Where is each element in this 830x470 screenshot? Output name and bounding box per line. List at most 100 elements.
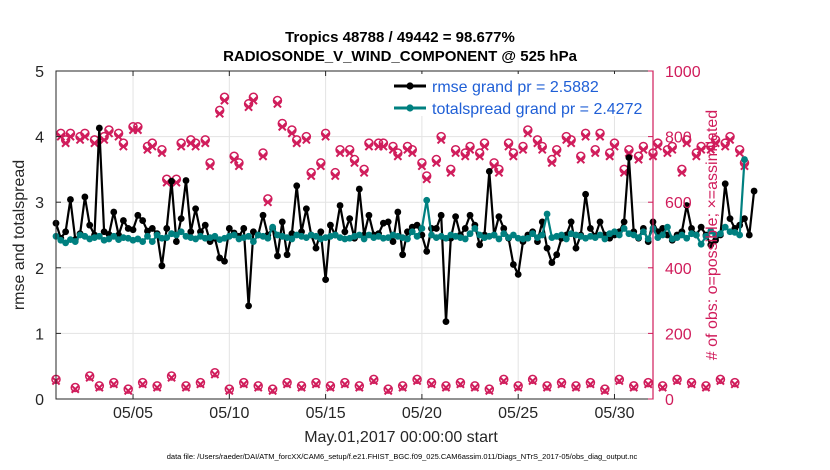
obs-assimilated-point bbox=[340, 379, 350, 389]
totalspread-point bbox=[269, 223, 277, 231]
totalspread-point bbox=[153, 231, 161, 239]
obs-assimilated-point bbox=[663, 148, 672, 158]
obs-assimilated-point bbox=[610, 142, 619, 151]
rmse-point bbox=[259, 211, 267, 219]
rmse-point bbox=[587, 225, 594, 232]
rmse-point bbox=[158, 262, 166, 270]
obs-assimilated-point bbox=[167, 373, 176, 382]
obs-assimilated-point bbox=[701, 383, 711, 392]
totalspread-point bbox=[524, 234, 532, 242]
rmse-point bbox=[394, 208, 402, 216]
obs-assimilated-point bbox=[653, 142, 663, 151]
rmse-point bbox=[302, 205, 310, 213]
axes: 05/05 05/10 05/15 05/20 05/25 05/30 0 1 2 3 4 5 0 200… bbox=[35, 64, 701, 422]
obs-assimilated-point bbox=[383, 386, 393, 396]
obs-assimilated-point bbox=[687, 379, 696, 389]
totalspread-point bbox=[736, 231, 744, 239]
obs-assimilated-point bbox=[658, 383, 667, 392]
obs-count-series bbox=[51, 92, 750, 396]
obs-assimilated-point bbox=[80, 132, 90, 141]
obs-assimilated-point bbox=[716, 376, 725, 386]
rmse-point bbox=[95, 124, 103, 132]
totalspread-point bbox=[635, 234, 642, 242]
totalspread-point bbox=[558, 231, 565, 239]
obs-possible-point bbox=[109, 377, 119, 388]
totalspread-point bbox=[509, 231, 517, 239]
obs-assimilated-point bbox=[277, 122, 287, 132]
totalspread-point bbox=[413, 232, 421, 240]
rmse-point bbox=[249, 228, 257, 236]
totalspread-point bbox=[360, 235, 368, 243]
obs-assimilated-point bbox=[99, 135, 109, 145]
rmse-point bbox=[514, 270, 522, 278]
rmse-point bbox=[476, 241, 484, 249]
obs-assimilated-point bbox=[696, 145, 706, 155]
y-right-tick-label: 800 bbox=[665, 130, 692, 147]
obs-assimilated-point bbox=[509, 151, 518, 161]
totalspread-point bbox=[139, 238, 147, 245]
obs-assimilated-point bbox=[427, 379, 436, 389]
obs-possible-point bbox=[166, 371, 177, 381]
x-tick-label: 05/30 bbox=[594, 405, 634, 422]
obs-possible-point bbox=[397, 381, 408, 391]
rmse-point bbox=[293, 182, 301, 190]
obs-assimilated-point bbox=[321, 132, 330, 141]
obs-assimilated-point bbox=[470, 383, 480, 392]
rmse-point bbox=[148, 225, 156, 232]
rmse-point bbox=[355, 185, 363, 193]
obs-assimilated-point bbox=[273, 99, 282, 109]
obs-assimilated-point bbox=[66, 132, 75, 141]
obs-assimilated-point bbox=[667, 145, 677, 155]
rmse-point bbox=[192, 205, 200, 213]
totalspread-point bbox=[71, 238, 79, 245]
rmse-point bbox=[120, 217, 127, 224]
rmse-point bbox=[399, 251, 407, 259]
chart-title-line2: RADIOSONDE_V_WIND_COMPONENT @ 525 hPa bbox=[223, 48, 578, 65]
obs-assimilated-point bbox=[600, 386, 610, 396]
obs-assimilated-point bbox=[220, 96, 229, 105]
rmse-point bbox=[495, 213, 503, 221]
obs-assimilated-point bbox=[133, 125, 143, 135]
obs-assimilated-point bbox=[706, 145, 716, 155]
obs-possible-point bbox=[137, 377, 148, 388]
x-tick-label: 05/25 bbox=[498, 405, 538, 422]
obs-possible-point bbox=[224, 384, 235, 394]
totalspread-point bbox=[717, 230, 724, 238]
totalspread-point bbox=[264, 234, 272, 242]
obs-assimilated-point bbox=[282, 379, 292, 389]
rmse-point bbox=[712, 236, 719, 244]
obs-possible-point bbox=[195, 377, 206, 388]
obs-assimilated-point bbox=[711, 138, 720, 148]
totalspread-point bbox=[442, 234, 450, 242]
y-left-tick-label: 2 bbox=[35, 261, 44, 278]
obs-possible-point bbox=[253, 381, 263, 391]
obs-possible-point bbox=[267, 384, 278, 394]
rmse-point bbox=[172, 238, 180, 245]
obs-assimilated-point bbox=[504, 142, 513, 151]
obs-possible-point bbox=[455, 377, 466, 388]
obs-assimilated-point bbox=[215, 109, 225, 118]
obs-assimilated-point bbox=[730, 379, 740, 389]
rmse-point bbox=[182, 177, 190, 184]
rmse-point bbox=[741, 215, 748, 223]
obs-possible-point bbox=[600, 384, 610, 394]
totalspread-point bbox=[707, 227, 715, 235]
rmse-point bbox=[389, 238, 397, 245]
obs-assimilated-point bbox=[480, 142, 489, 151]
rmse-point bbox=[187, 228, 195, 236]
obs-assimilated-point bbox=[210, 370, 220, 379]
totalspread-point bbox=[211, 232, 219, 240]
obs-possible-point bbox=[513, 381, 523, 391]
obs-possible-point bbox=[412, 374, 422, 385]
obs-assimilated-point bbox=[143, 145, 152, 155]
x-tick-label: 05/20 bbox=[402, 405, 442, 422]
legend: rmse grand pr = 2.5882 totalspread grand… bbox=[390, 74, 651, 118]
obs-assimilated-point bbox=[590, 148, 600, 158]
obs-assimilated-point bbox=[566, 138, 576, 148]
legend-box bbox=[390, 74, 651, 116]
obs-assimilated-point bbox=[682, 138, 692, 148]
rmse-point bbox=[278, 218, 286, 226]
totalspread-point bbox=[172, 231, 180, 239]
y-left-tick-label: 1 bbox=[35, 326, 44, 343]
obs-possible-point bbox=[383, 384, 393, 394]
